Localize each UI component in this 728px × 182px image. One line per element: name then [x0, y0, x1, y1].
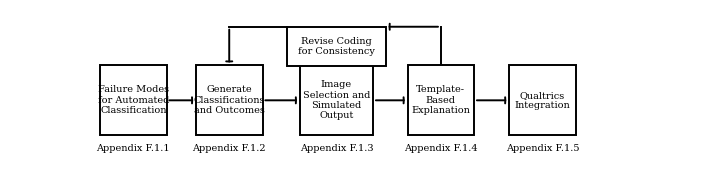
- Text: Qualtrics
Integration: Qualtrics Integration: [515, 91, 570, 110]
- FancyBboxPatch shape: [196, 65, 263, 135]
- FancyBboxPatch shape: [287, 27, 386, 66]
- Text: Appendix F.1.1: Appendix F.1.1: [97, 145, 170, 153]
- Text: Image
Selection and
Simulated
Output: Image Selection and Simulated Output: [303, 80, 370, 120]
- FancyBboxPatch shape: [408, 65, 474, 135]
- Text: Appendix F.1.2: Appendix F.1.2: [192, 145, 266, 153]
- FancyBboxPatch shape: [100, 65, 167, 135]
- Text: Generate
Classifications
and Outcomes: Generate Classifications and Outcomes: [194, 85, 265, 115]
- Text: Appendix F.1.4: Appendix F.1.4: [404, 145, 478, 153]
- Text: Failure Modes
for Automated
Classification: Failure Modes for Automated Classificati…: [98, 85, 169, 115]
- Text: Appendix F.1.5: Appendix F.1.5: [506, 145, 579, 153]
- Text: Template-
Based
Explanation: Template- Based Explanation: [411, 85, 470, 115]
- Text: Appendix F.1.3: Appendix F.1.3: [300, 145, 373, 153]
- FancyBboxPatch shape: [300, 65, 373, 135]
- Text: Revise Coding
for Consistency: Revise Coding for Consistency: [298, 37, 375, 56]
- FancyBboxPatch shape: [509, 65, 576, 135]
